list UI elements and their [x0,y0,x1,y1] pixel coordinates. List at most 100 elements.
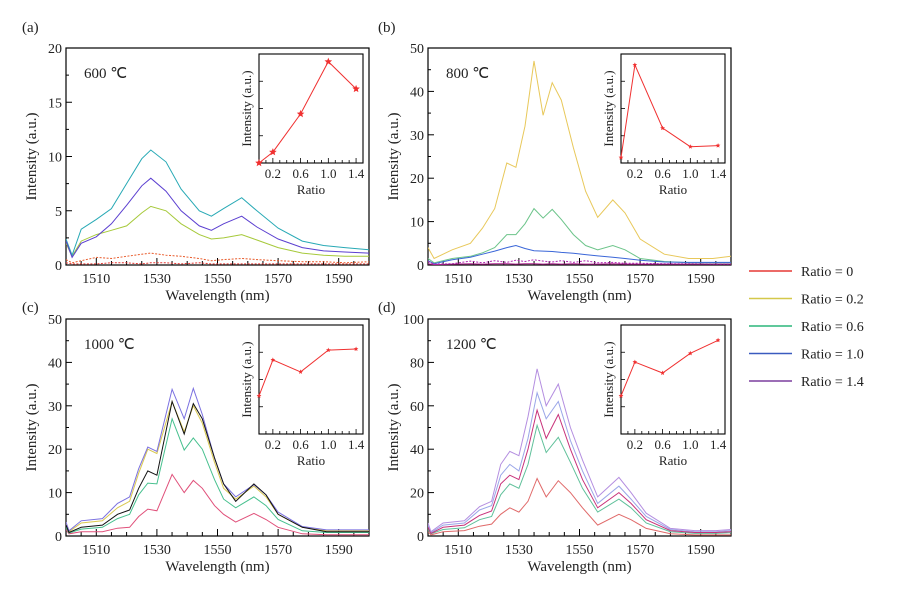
inset-star-marker [298,369,303,374]
x-tick-label: 1510 [444,543,472,558]
inset-x-axis-label: Ratio [297,182,325,197]
y-tick-label: 80 [410,356,424,371]
x-tick-label: 1570 [626,272,654,287]
series-line-ratio-1.4 [66,177,369,259]
x-tick-label: 1570 [264,543,292,558]
x-tick-label: 1590 [325,543,353,558]
inset-x-axis-label: Ratio [659,453,687,468]
series-line-ratio-0.6 [66,417,369,534]
y-tick-label: 40 [410,85,424,100]
legend-label: Ratio = 0 [801,265,853,280]
series-line-ratio-1.4 [428,368,731,533]
y-tick-label: 30 [410,129,424,144]
series-line-ratio-1.0 [66,149,369,257]
inset-frame [620,53,726,164]
inset-star-marker [715,337,721,343]
y-tick-label: 5 [55,205,62,220]
series-line-ratio-0.2 [428,390,731,534]
y-axis-label: Intensity (a.u.) [386,384,402,472]
inset-x-tick-label: 0.2 [627,437,643,452]
inset: 0.2 0.6 1.0 1.4 Ratio Intensity (a.u.) [239,53,365,197]
legend-label: Ratio = 1.4 [801,375,864,390]
panel-label: (a) [22,20,39,36]
inset: 0.2 0.6 1.0 1.4 Ratio Intensity (a.u.) [601,324,727,468]
inset-star-marker [632,359,638,365]
inset: 0.2 0.6 1.0 1.4 Ratio Intensity (a.u.) [601,53,727,197]
y-tick-label: 40 [48,356,62,371]
inset-star-marker [688,144,693,149]
x-tick-label: 1530 [143,543,171,558]
inset-x-tick-label: 0.6 [292,166,309,181]
y-tick-label: 20 [410,172,424,187]
series-line-ratio-1.0 [428,244,731,265]
inset-star-marker [270,357,276,362]
y-tick-label: 15 [48,96,62,111]
inset-frame [258,53,364,164]
inset-star-marker [256,393,262,398]
temperature-annotation: 600 ℃ [84,66,127,82]
inset-frame [620,324,726,435]
y-tick-label: 50 [48,313,62,328]
panel-label: (d) [378,300,396,316]
inset-star-marker [715,143,721,148]
inset-star-marker [688,350,693,356]
panel-c: (c) 1510 1530 1550 1570 1590 0 10 20 30 40 50 Wavele… [22,300,370,575]
y-axis-label: Intensity (a.u.) [386,113,402,201]
inset-star-marker [632,62,638,67]
inset: 0.2 0.6 1.0 1.4 Ratio Intensity (a.u.) [239,324,365,468]
x-tick-label: 1550 [566,543,594,558]
series-line-ratio-0 [428,263,731,265]
y-tick-label: 0 [417,259,424,274]
y-axis-label: Intensity (a.u.) [24,384,40,472]
y-tick-label: 40 [410,443,424,458]
inset-x-tick-label: 0.6 [292,437,309,452]
inset-star-marker [269,148,277,156]
legend-label: Ratio = 0.2 [801,293,864,308]
y-tick-label: 100 [403,313,424,328]
inset-star-marker [326,347,331,353]
inset-star-marker [660,370,665,375]
x-tick-label: 1570 [264,272,292,287]
series-line-ratio-0.2 [66,252,369,264]
x-tick-label: 1530 [505,272,533,287]
inset-frame [258,324,364,435]
x-tick-label: 1590 [687,543,715,558]
x-axis-label: Wavelength (nm) [165,288,269,304]
inset-x-tick-label: 0.6 [654,166,671,181]
legend: Ratio = 0 Ratio = 0.2 Ratio = 0.6 Ratio = 1… [749,265,864,390]
panel-b: (b) 1510 1530 1550 1570 1590 0 10 20 30 40 50 Wavele… [378,20,732,304]
inset-x-tick-label: 1.0 [682,437,698,452]
temperature-annotation: 1200 ℃ [446,337,497,353]
y-axis-label: Intensity (a.u.) [24,113,40,201]
y-tick-label: 0 [55,259,62,274]
inset-y-axis-label: Intensity (a.u.) [239,341,254,417]
x-tick-label: 1530 [143,272,171,287]
series-line-ratio-0 [428,477,731,536]
x-tick-label: 1510 [444,272,472,287]
panel-d: (d) 1510 1530 1550 1570 1590 0 20 40 60 80 100 Wavel… [378,300,732,575]
inset-x-tick-label: 0.2 [265,166,281,181]
x-tick-label: 1590 [325,272,353,287]
inset-x-tick-label: 1.4 [710,437,727,452]
x-tick-label: 1550 [204,543,232,558]
inset-star-marker [255,159,263,167]
panel-a: (a) 1510 1530 1550 1570 1590 0 5 10 15 20 Wavelengt… [22,20,370,304]
x-axis-label: Wavelength (nm) [527,559,631,575]
y-tick-label: 10 [410,216,424,231]
inset-x-tick-label: 0.6 [654,437,671,452]
x-tick-label: 1590 [687,272,715,287]
y-tick-label: 20 [410,487,424,502]
x-tick-label: 1550 [204,272,232,287]
x-tick-label: 1510 [82,543,110,558]
series-line-ratio-0 [66,473,369,536]
inset-x-axis-label: Ratio [659,182,687,197]
series-line-ratio-0.6 [428,423,731,535]
x-tick-label: 1550 [566,272,594,287]
x-axis-label: Wavelength (nm) [527,288,631,304]
x-tick-label: 1570 [626,543,654,558]
inset-star-marker [296,109,305,118]
x-tick-label: 1530 [505,543,533,558]
series-line-ratio-0.6 [428,207,731,264]
inset-star-marker [660,125,665,131]
